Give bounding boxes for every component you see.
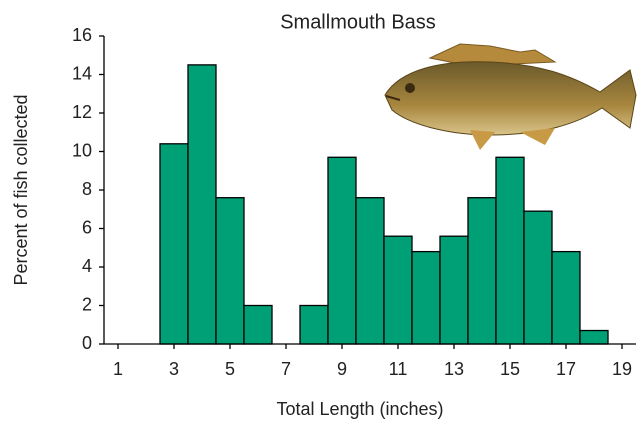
y-tick-label: 8: [82, 179, 92, 199]
y-axis-label: Percent of fish collected: [11, 94, 31, 285]
x-tick-label: 13: [444, 359, 464, 379]
bar: [243, 304, 273, 345]
fish-illustration: [384, 43, 637, 150]
bar: [439, 235, 469, 345]
bar: [495, 156, 525, 345]
x-tick-label: 19: [612, 359, 632, 379]
bar: [383, 235, 413, 345]
y-tick-label: 12: [72, 102, 92, 122]
x-tick-label: 5: [225, 359, 235, 379]
bar: [187, 64, 217, 345]
x-axis-label: Total Length (inches): [276, 399, 443, 419]
x-tick-label: 7: [281, 359, 291, 379]
x-tick-label: 15: [500, 359, 520, 379]
y-tick-label: 14: [72, 63, 92, 83]
bar: [355, 197, 385, 345]
bar: [551, 250, 581, 345]
y-tick-label: 16: [72, 25, 92, 45]
x-tick-label: 9: [337, 359, 347, 379]
bar: [579, 329, 609, 345]
bar: [215, 197, 245, 345]
y-tick-label: 10: [72, 140, 92, 160]
x-tick-label: 11: [389, 359, 408, 379]
y-tick-label: 6: [82, 217, 92, 237]
bar: [467, 197, 497, 345]
bar: [411, 250, 441, 345]
bar: [159, 143, 189, 345]
chart-title: Smallmouth Bass: [280, 11, 436, 33]
bar: [327, 156, 357, 345]
y-tick-label: 4: [82, 256, 92, 276]
bar: [299, 304, 329, 345]
y-tick-label: 2: [82, 294, 92, 314]
x-tick-label: 1: [113, 359, 123, 379]
x-tick-label: 3: [169, 359, 179, 379]
y-tick-label: 0: [82, 333, 92, 353]
bar: [523, 210, 553, 345]
x-tick-label: 17: [556, 359, 576, 379]
